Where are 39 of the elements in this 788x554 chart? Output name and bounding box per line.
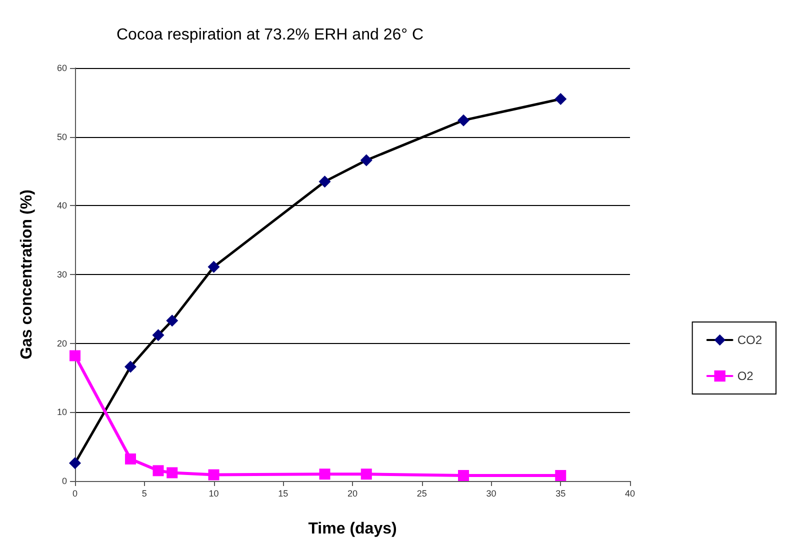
y-tick-label: 0 bbox=[62, 476, 67, 486]
point bbox=[70, 350, 80, 362]
point bbox=[360, 468, 372, 480]
y-tick-label: 50 bbox=[56, 132, 67, 142]
x-tick-label: 40 bbox=[624, 488, 636, 498]
x-tick-label: 20 bbox=[347, 488, 358, 498]
point bbox=[152, 465, 164, 476]
x-tick-label: 0 bbox=[72, 488, 78, 498]
point bbox=[458, 114, 470, 126]
x-tick-label: 5 bbox=[142, 488, 147, 498]
x-tick-label: 30 bbox=[486, 488, 496, 498]
point bbox=[555, 470, 566, 481]
x-tick-label: 10 bbox=[208, 488, 219, 498]
point bbox=[208, 469, 220, 480]
y-tick-label: 30 bbox=[56, 270, 67, 280]
point bbox=[554, 92, 567, 105]
point bbox=[124, 360, 136, 373]
point bbox=[152, 329, 164, 342]
point bbox=[69, 457, 81, 470]
x-tick-label: 15 bbox=[278, 488, 288, 498]
point bbox=[125, 453, 136, 464]
legend-label: CO2 bbox=[737, 333, 762, 347]
y-tick-label: 40 bbox=[56, 200, 67, 211]
point bbox=[360, 154, 372, 166]
point bbox=[166, 314, 178, 327]
point bbox=[166, 467, 178, 478]
y-tick-label: 10 bbox=[56, 407, 67, 418]
chart-title: Cocoa respiration at 73.2% ERH and 26° C bbox=[116, 26, 424, 44]
y-tick-label: 60 bbox=[56, 63, 67, 73]
point bbox=[208, 260, 220, 273]
point bbox=[458, 470, 469, 481]
x-tick-label: 35 bbox=[556, 488, 566, 498]
x-axis-title: Time (days) bbox=[308, 520, 397, 538]
x-tick-label: 25 bbox=[416, 488, 427, 498]
point bbox=[318, 176, 331, 188]
y-tick-label: 20 bbox=[56, 338, 67, 348]
legend-label: O2 bbox=[737, 369, 754, 383]
point bbox=[319, 468, 330, 480]
y-axis-title: Gas concentration (%) bbox=[18, 190, 36, 360]
